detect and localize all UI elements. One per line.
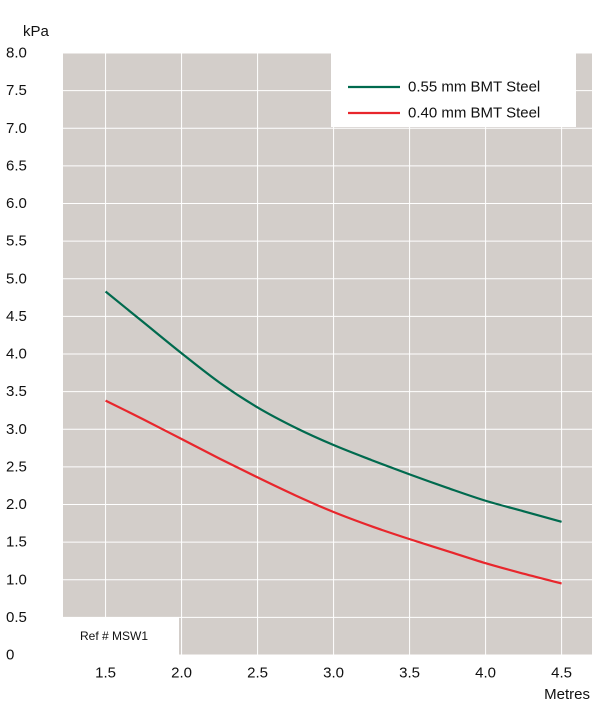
y-tick-label: 2.5: [6, 458, 27, 475]
x-axis-unit-label: Metres: [544, 686, 590, 703]
y-tick-label: 8.0: [6, 45, 27, 62]
y-tick-label: 7.5: [6, 82, 27, 99]
y-axis-unit-label: kPa: [23, 23, 50, 40]
reference-box-bg: [63, 617, 179, 655]
y-tick-label: 5.0: [6, 270, 27, 287]
x-tick-label: 3.0: [323, 665, 344, 682]
x-tick-label: 4.0: [475, 665, 496, 682]
reference-box: Ref # MSW1: [63, 617, 179, 655]
y-tick-label: 0: [6, 647, 14, 664]
y-tick-label: 0.5: [6, 609, 27, 626]
x-tick-label: 4.5: [551, 665, 572, 682]
legend: 0.55 mm BMT Steel 0.40 mm BMT Steel: [331, 53, 576, 127]
x-tick-label: 2.5: [247, 665, 268, 682]
y-tick-label: 5.5: [6, 233, 27, 250]
y-tick-label: 2.0: [6, 496, 27, 513]
x-tick-label: 2.0: [171, 665, 192, 682]
y-tick-label: 3.5: [6, 383, 27, 400]
series-lines: [104, 290, 562, 585]
series-line-0: [104, 290, 562, 523]
x-tick-label: 3.5: [399, 665, 420, 682]
y-tick-label: 6.5: [6, 157, 27, 174]
y-tick-label: 1.5: [6, 534, 27, 551]
y-tick-label: 4.0: [6, 346, 27, 363]
y-tick-label: 7.0: [6, 120, 27, 137]
y-tick-label: 6.0: [6, 195, 27, 212]
series-line-1: [105, 399, 562, 585]
legend-label-0-55mm: 0.55 mm BMT Steel: [408, 79, 540, 96]
reference-label: Ref # MSW1: [80, 629, 148, 643]
y-tick-label: 3.0: [6, 421, 27, 438]
legend-label-0-40mm: 0.40 mm BMT Steel: [408, 105, 540, 122]
y-tick-label: 4.5: [6, 308, 27, 325]
legend-box: [331, 53, 576, 127]
x-tick-label: 1.5: [95, 665, 116, 682]
y-tick-label: 1.0: [6, 571, 27, 588]
x-axis-ticks: 1.5 2.0 2.5 3.0 3.5 4.0 4.5: [95, 665, 572, 682]
grid-lines: [63, 52, 592, 656]
y-axis-ticks: 0 0.5 1.0 1.5 2.0 2.5 3.0 3.5 4.0 4.5 5.0 5.5 6.0 6.5…: [6, 45, 27, 664]
